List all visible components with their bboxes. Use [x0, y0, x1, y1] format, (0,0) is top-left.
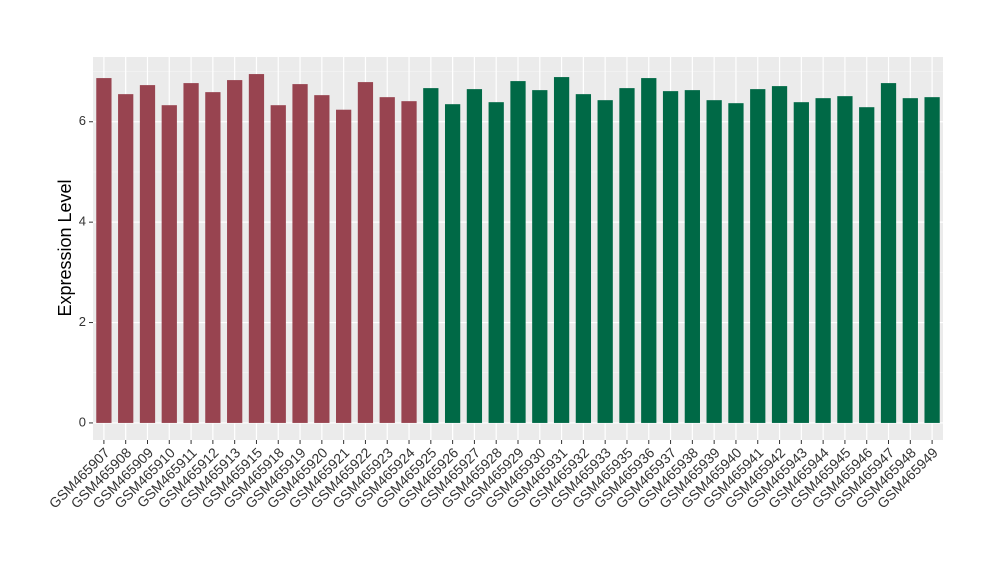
- bar: [227, 80, 243, 423]
- bar: [793, 102, 809, 423]
- bar: [379, 97, 395, 423]
- bar: [619, 88, 635, 423]
- bar: [444, 104, 461, 423]
- bar: [510, 81, 526, 423]
- bar: [641, 78, 657, 423]
- bar: [597, 100, 613, 423]
- bar: [336, 109, 352, 423]
- bar: [401, 101, 417, 423]
- bar: [771, 86, 788, 423]
- y-tick-label: 0: [79, 414, 86, 429]
- bar: [205, 92, 221, 423]
- bar: [161, 105, 177, 423]
- y-tick-label: 2: [79, 314, 86, 329]
- bar: [118, 94, 134, 423]
- bar: [728, 103, 744, 423]
- bar: [96, 78, 112, 423]
- bar: [248, 74, 265, 423]
- bar: [270, 105, 286, 423]
- y-tick-label: 4: [79, 214, 86, 229]
- bar: [706, 100, 722, 423]
- bar: [532, 90, 548, 423]
- bar: [902, 98, 918, 423]
- y-tick-label: 6: [79, 113, 86, 128]
- bar: [924, 97, 940, 423]
- bar: [859, 107, 875, 423]
- bar: [292, 84, 308, 423]
- bar: [880, 83, 897, 423]
- bar: [423, 88, 439, 423]
- bar: [662, 91, 679, 423]
- bar: [815, 98, 831, 423]
- bar: [488, 102, 504, 423]
- bar: [183, 83, 199, 423]
- bar: [575, 94, 592, 423]
- bar: [466, 89, 483, 423]
- bar: [837, 96, 853, 423]
- bar: [357, 82, 374, 423]
- bar: [553, 77, 570, 423]
- bar: [314, 95, 330, 423]
- bar: [139, 85, 156, 423]
- bar: [684, 90, 700, 423]
- bar: [750, 89, 766, 423]
- y-axis-title: Expression Level: [55, 179, 75, 316]
